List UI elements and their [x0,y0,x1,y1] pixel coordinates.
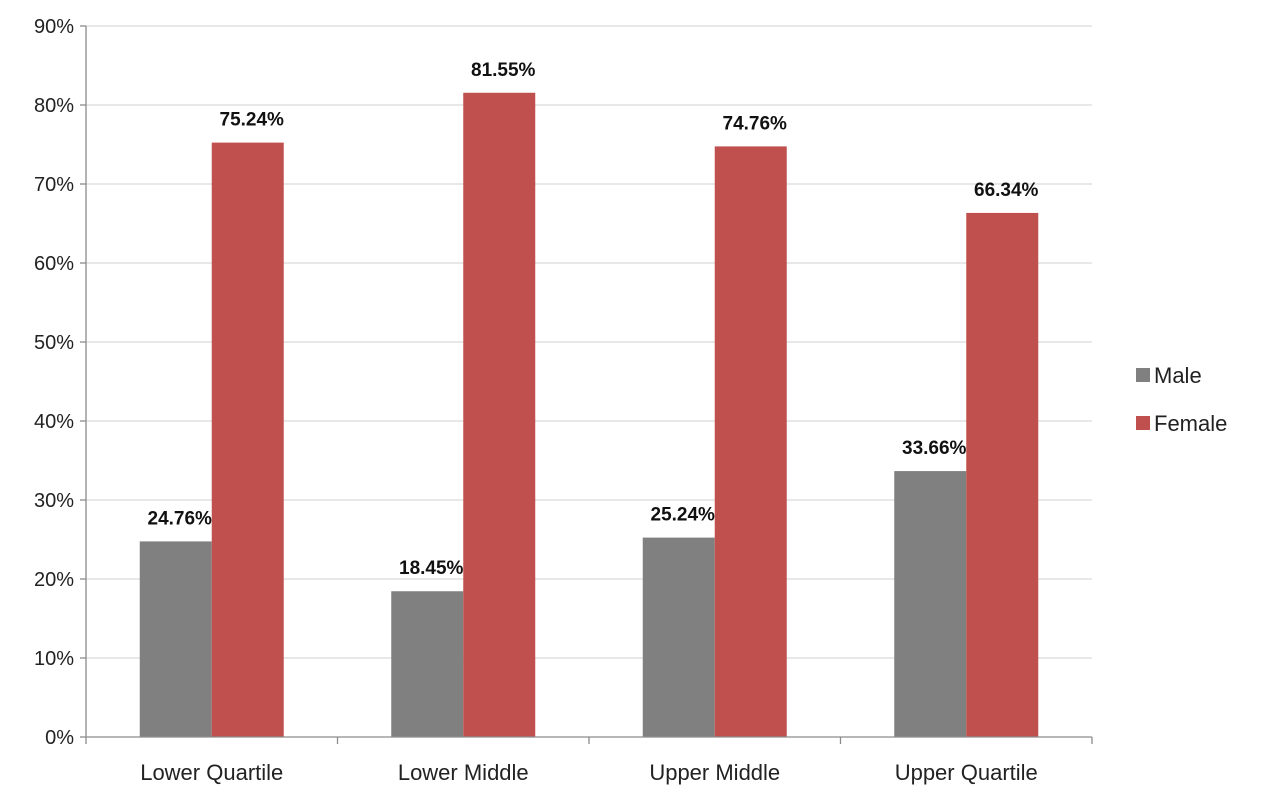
legend-swatch-female [1136,416,1150,430]
y-tick-label: 70% [34,174,74,196]
data-label-male: 25.24% [651,505,716,526]
data-label-female: 66.34% [974,180,1039,201]
y-tick-label: 0% [45,727,74,749]
data-label-male: 18.45% [399,558,464,579]
data-label-male: 33.66% [902,438,967,459]
y-tick-label: 10% [34,648,74,670]
legend-label-female: Female [1154,411,1227,436]
bar-female [211,142,284,737]
data-label-male: 24.76% [148,508,213,529]
y-axis-ticks: 0% 10% 20% 30% 40% 50% 60% 70% 80% 90% [34,16,86,749]
y-tick-label: 20% [34,569,74,591]
bar-male [894,471,967,737]
legend-label-male: Male [1154,363,1202,388]
bar-female [714,146,787,737]
bar-female [463,92,536,737]
bar-male [642,537,715,737]
y-tick-label: 50% [34,332,74,354]
data-label-female: 75.24% [220,110,285,131]
data-label-female: 81.55% [471,60,536,81]
x-tick-label: Lower Quartile [140,760,283,785]
bars [139,92,1039,737]
bar-male [139,541,212,737]
data-label-female: 74.76% [723,113,788,134]
y-tick-label: 30% [34,490,74,512]
bar-male [391,591,464,737]
bar-female [966,212,1039,737]
x-tick-label: Upper Middle [649,760,780,785]
y-tick-label: 90% [34,16,74,38]
data-labels: 24.76% 75.24% 18.45% 81.55% 25.24% 74.76% 33.6… [148,60,1039,579]
x-tick-label: Lower Middle [398,760,529,785]
legend: Male Female [1136,363,1227,436]
y-tick-label: 80% [34,95,74,117]
legend-swatch-male [1136,368,1150,382]
y-tick-label: 40% [34,411,74,433]
x-axis-ticks: Lower Quartile Lower Middle Upper Middle Up… [85,737,1093,785]
y-tick-label: 60% [34,253,74,275]
x-tick-label: Upper Quartile [895,760,1038,785]
